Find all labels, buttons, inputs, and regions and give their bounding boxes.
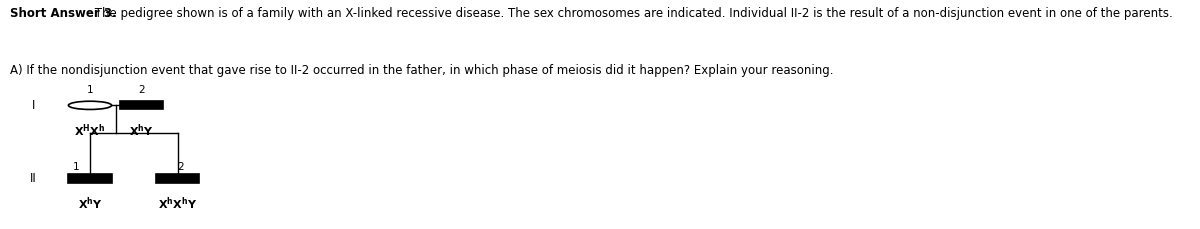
Text: I: I [32, 99, 35, 112]
Text: 2: 2 [138, 85, 145, 95]
Text: $\mathbf{X^hX^hY}$: $\mathbf{X^hX^hY}$ [158, 195, 197, 212]
Circle shape [68, 101, 112, 109]
Text: II: II [30, 172, 37, 185]
Text: The pedigree shown is of a family with an X-linked recessive disease. The sex ch: The pedigree shown is of a family with a… [91, 7, 1172, 20]
Bar [120, 101, 163, 109]
Text: $\mathbf{X^HX^h}$: $\mathbf{X^HX^h}$ [74, 122, 106, 139]
Text: 1: 1 [86, 85, 94, 95]
Text: $\mathbf{X^hY}$: $\mathbf{X^hY}$ [130, 122, 154, 139]
Bar [156, 174, 199, 183]
Text: 2: 2 [178, 162, 185, 172]
Bar [68, 174, 112, 183]
Text: $\mathbf{X^hY}$: $\mathbf{X^hY}$ [78, 195, 102, 212]
Text: 1: 1 [72, 162, 79, 172]
Text: Short Answer 3.: Short Answer 3. [10, 7, 116, 20]
Text: A) If the nondisjunction event that gave rise to II-2 occurred in the father, in: A) If the nondisjunction event that gave… [10, 64, 833, 77]
